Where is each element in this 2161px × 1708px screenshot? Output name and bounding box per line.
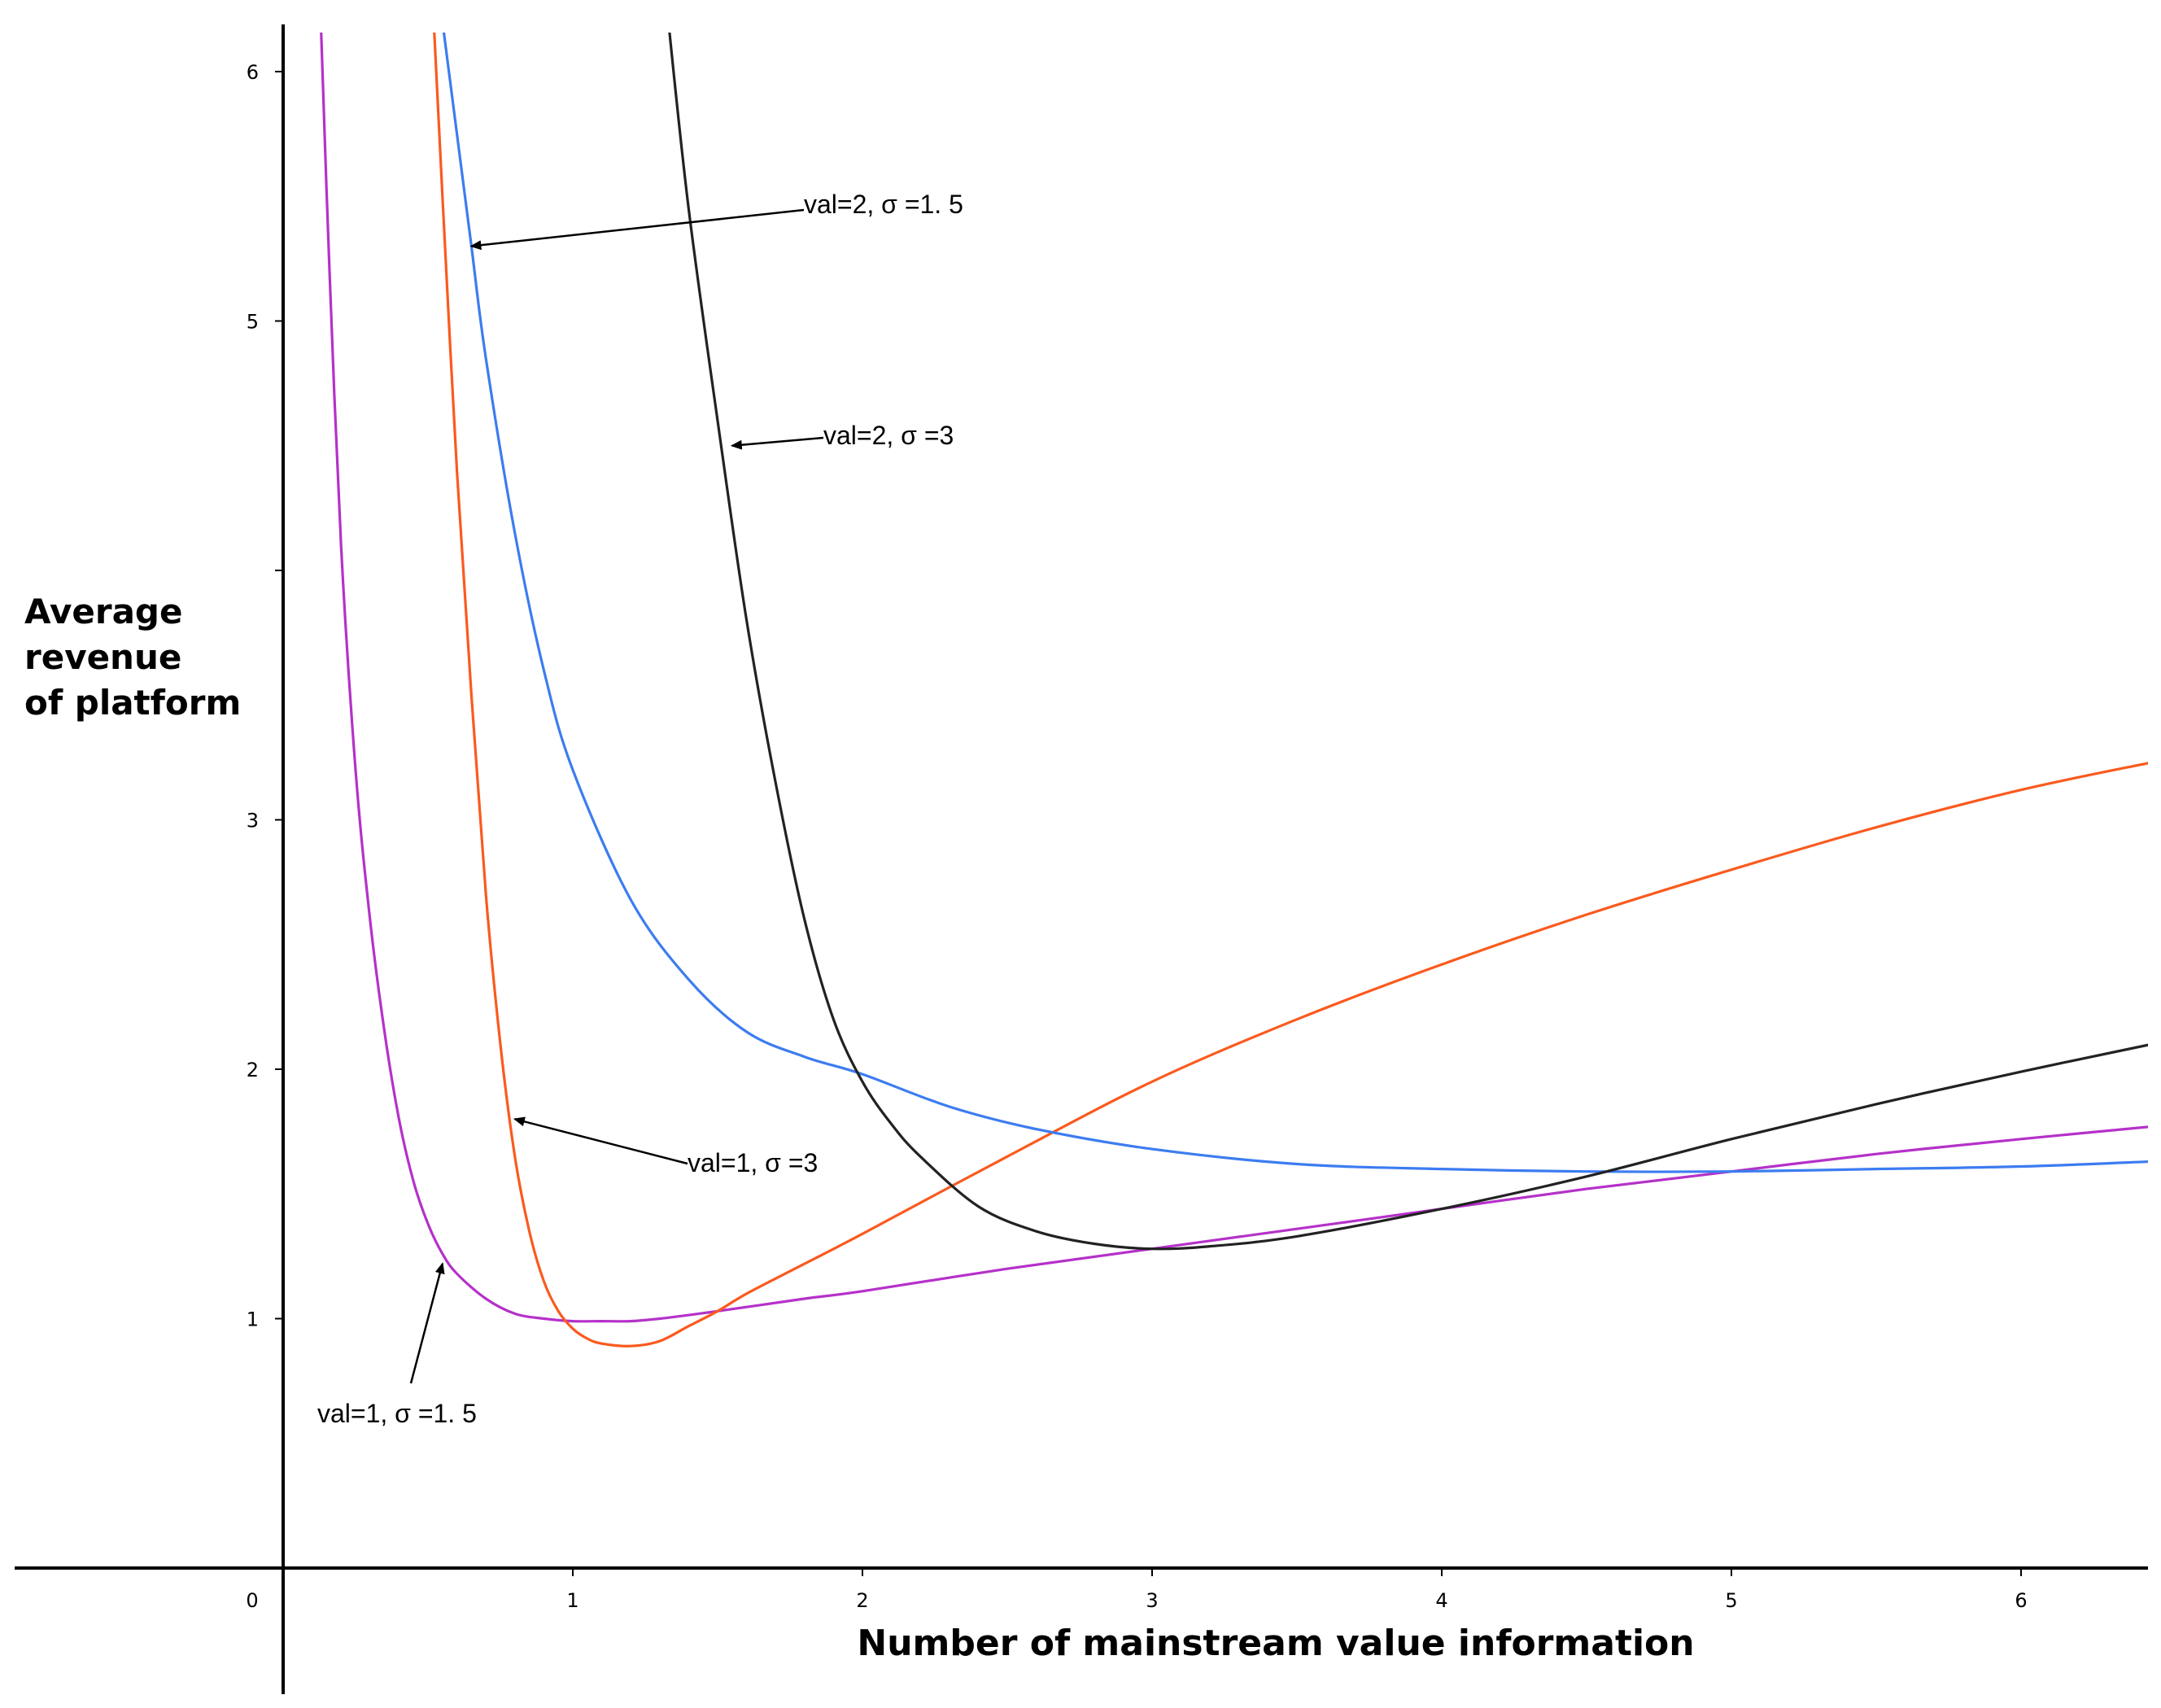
annotations: val=1, σ =1. 5 val=1, σ =3 val=2, σ =1. … [317, 190, 963, 1428]
y-tick-label-5: 5 [247, 311, 259, 334]
x-tick-label-4: 4 [1435, 1589, 1447, 1612]
annotation-label-val2-sigma15: val=2, σ =1. 5 [804, 190, 963, 219]
y-tick-label-6: 6 [247, 61, 259, 84]
x-tick-label-2: 2 [856, 1589, 868, 1612]
axis-labels: Average revenue of platform Number of ma… [24, 592, 1695, 1664]
axes [15, 24, 2148, 1694]
origin-label: 0 [246, 1589, 258, 1612]
annotation-arrow-val2-sigma3 [730, 436, 824, 450]
x-tick-label-1: 1 [566, 1589, 578, 1612]
annotation-arrow-val1-sigma3 [513, 1116, 688, 1165]
y-tick-label-2: 2 [247, 1059, 259, 1081]
x-tick-label-5: 5 [1725, 1589, 1737, 1612]
y-axis-label-line-1: Average [24, 592, 182, 631]
x-axis-label: Number of mainstream value information [857, 1623, 1694, 1664]
y-axis-label-line-2: revenue [24, 637, 181, 677]
series-line-val2-sigma3 [668, 33, 2148, 1251]
y-tick-label-1: 1 [247, 1308, 259, 1331]
series-line-val2-sigma15 [442, 33, 2148, 1173]
series-line-val1-sigma3 [433, 33, 2148, 1348]
x-tick-label-3: 3 [1146, 1589, 1158, 1612]
annotation-arrow-val2-sigma15 [469, 208, 805, 251]
annotation-label-val2-sigma3: val=2, σ =3 [823, 421, 954, 450]
x-tick-label-6: 6 [2015, 1589, 2027, 1612]
series-line-val1-sigma15 [320, 33, 2148, 1323]
y-tick-label-3: 3 [247, 810, 259, 832]
annotation-arrow-val1-sigma15 [409, 1262, 445, 1384]
annotation-label-val1-sigma3: val=1, σ =3 [688, 1148, 818, 1177]
series-lines [320, 33, 2148, 1348]
y-axis-label-line-3: of platform [24, 683, 241, 723]
annotation-label-val1-sigma15: val=1, σ =1. 5 [317, 1399, 477, 1428]
ticks: 1 2 3 4 5 6 1 2 3 5 6 [247, 61, 2028, 1612]
